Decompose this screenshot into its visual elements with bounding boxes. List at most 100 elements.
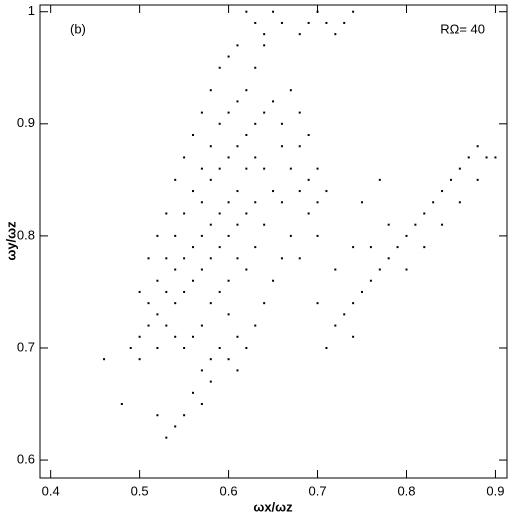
point: [245, 134, 248, 137]
point: [165, 290, 168, 293]
point: [263, 111, 266, 114]
point: [183, 290, 186, 293]
annotation: RΩ= 40: [440, 21, 485, 36]
point: [352, 335, 355, 338]
point: [227, 279, 230, 282]
point: [485, 156, 488, 159]
point: [343, 21, 346, 24]
point: [449, 178, 452, 181]
point: [378, 268, 381, 271]
point: [200, 201, 203, 204]
point: [227, 234, 230, 237]
point: [183, 414, 186, 417]
point: [200, 234, 203, 237]
point: [289, 89, 292, 92]
point: [263, 223, 266, 226]
y-tick-label: 0.7: [17, 339, 35, 354]
point: [405, 268, 408, 271]
point: [263, 44, 266, 47]
point: [254, 201, 257, 204]
point: [200, 324, 203, 327]
y-tick-label: 1: [28, 3, 35, 18]
x-axis-label: ωx/ωz: [253, 499, 293, 514]
point: [325, 21, 328, 24]
y-tick-label: 0.9: [17, 115, 35, 130]
x-tick-label: 0.8: [397, 483, 415, 498]
point: [476, 178, 479, 181]
point: [280, 201, 283, 204]
point: [147, 302, 150, 305]
point: [307, 21, 310, 24]
point: [325, 346, 328, 349]
point: [316, 10, 319, 13]
x-tick-label: 0.5: [131, 483, 149, 498]
point: [174, 335, 177, 338]
point: [263, 167, 266, 170]
point: [369, 279, 372, 282]
point: [227, 55, 230, 58]
point: [174, 178, 177, 181]
point: [316, 201, 319, 204]
point: [245, 10, 248, 13]
point: [494, 156, 497, 159]
point: [423, 246, 426, 249]
point: [200, 369, 203, 372]
point: [218, 246, 221, 249]
point: [396, 246, 399, 249]
point: [236, 100, 239, 103]
point: [209, 89, 212, 92]
point: [138, 290, 141, 293]
point: [263, 302, 266, 305]
point: [467, 156, 470, 159]
point: [352, 302, 355, 305]
point: [191, 335, 194, 338]
point: [458, 201, 461, 204]
point: [316, 234, 319, 237]
point: [227, 313, 230, 316]
point: [254, 21, 257, 24]
point: [236, 44, 239, 47]
point: [236, 369, 239, 372]
point: [423, 212, 426, 215]
point: [280, 257, 283, 260]
point: [165, 324, 168, 327]
point: [441, 223, 444, 226]
point: [209, 178, 212, 181]
point: [209, 380, 212, 383]
point: [280, 145, 283, 148]
point: [476, 145, 479, 148]
point: [289, 167, 292, 170]
point: [174, 425, 177, 428]
point: [183, 156, 186, 159]
point: [307, 212, 310, 215]
point: [245, 268, 248, 271]
point: [254, 324, 257, 327]
point: [236, 223, 239, 226]
point: [254, 66, 257, 69]
point: [183, 212, 186, 215]
point: [227, 201, 230, 204]
point: [156, 414, 159, 417]
point: [165, 212, 168, 215]
x-tick-label: 0.7: [308, 483, 326, 498]
point: [236, 190, 239, 193]
point: [361, 201, 364, 204]
point: [183, 257, 186, 260]
point: [272, 279, 275, 282]
point: [245, 212, 248, 215]
y-tick-label: 0.6: [17, 452, 35, 467]
point: [280, 21, 283, 24]
y-tick-label: 0.8: [17, 227, 35, 242]
point: [218, 290, 221, 293]
point: [298, 257, 301, 260]
point: [458, 167, 461, 170]
point: [414, 223, 417, 226]
point: [405, 234, 408, 237]
point: [165, 257, 168, 260]
point: [138, 358, 141, 361]
point: [254, 122, 257, 125]
point: [103, 358, 106, 361]
point: [218, 122, 221, 125]
point: [280, 122, 283, 125]
